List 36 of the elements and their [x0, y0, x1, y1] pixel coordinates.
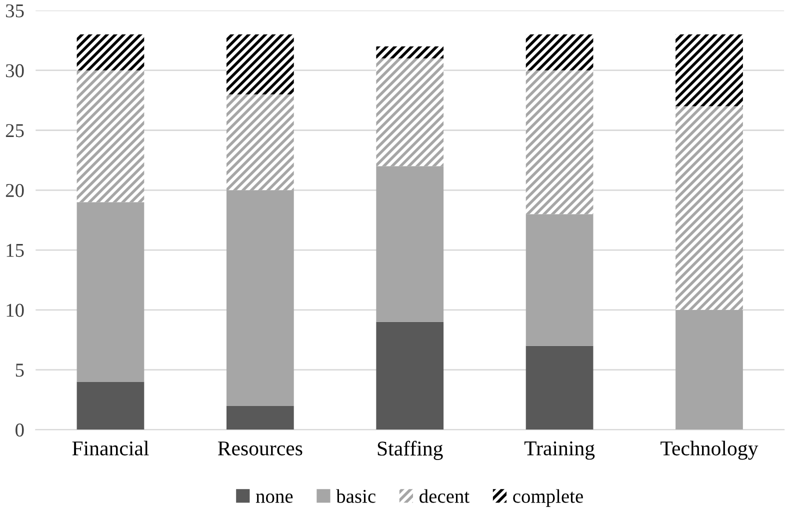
bar [226, 406, 294, 430]
bar [526, 214, 594, 346]
bar [526, 70, 594, 214]
y-tick-label: 15 [6, 244, 24, 257]
x-tick-label: Staffing [378, 440, 443, 460]
y-tick-label: 0 [16, 423, 24, 437]
y-tick-label: 25 [6, 124, 24, 138]
bar [76, 382, 144, 430]
bar [376, 46, 444, 58]
y-tick-label: 5 [16, 364, 24, 377]
legend-label: decent [420, 489, 470, 503]
x-tick-label: Technology [660, 440, 758, 460]
bar [76, 34, 144, 70]
bar [676, 34, 743, 106]
bar [376, 322, 444, 430]
legend-label: none [256, 494, 293, 503]
y-tick-label: 35 [6, 4, 24, 18]
x-tick-label: Training [524, 441, 595, 460]
bar [526, 34, 594, 70]
legend-label: basic [336, 489, 376, 503]
bar [226, 190, 294, 406]
legend-label: complete [513, 489, 583, 507]
bar [226, 34, 294, 94]
bar [526, 346, 594, 430]
bar [676, 106, 743, 310]
y-tick-label: 30 [6, 64, 24, 78]
bar [76, 202, 144, 382]
bar [676, 310, 743, 430]
bar [76, 70, 144, 202]
bar [376, 166, 444, 322]
y-tick-label: 10 [6, 304, 24, 317]
x-tick-label: Resources [218, 442, 302, 456]
x-tick-label: Financial [72, 440, 149, 456]
y-tick-label: 20 [6, 184, 24, 198]
bar [226, 94, 294, 190]
bar [376, 58, 444, 166]
